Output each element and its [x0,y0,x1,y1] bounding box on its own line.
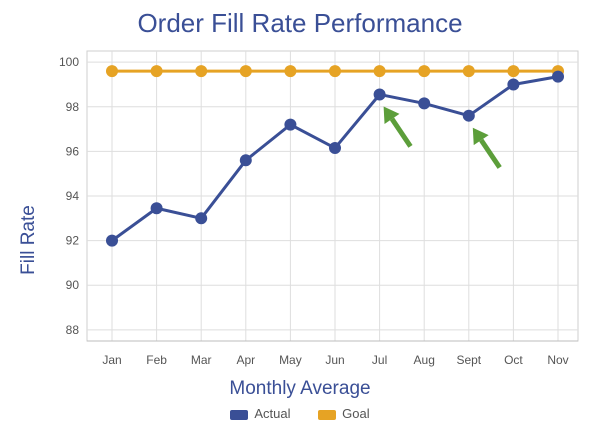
y-tick-label: 94 [66,189,80,203]
chart-legend: Actual Goal [0,406,600,421]
x-tick-label: Jan [102,353,121,367]
data-point-actual [195,212,208,225]
x-tick-label: Jul [372,353,387,367]
legend-item-actual: Actual [230,406,291,421]
data-point-actual [418,97,431,110]
data-point-actual [239,154,252,167]
chart-title: Order Fill Rate Performance [137,8,463,38]
x-tick-label: Apr [236,353,255,367]
y-axis-label: Fill Rate [18,205,39,275]
annotation-arrow-shaft [389,117,413,148]
y-tick-label: 98 [66,100,80,114]
y-tick-label: 90 [66,278,80,292]
data-point-actual [106,234,118,247]
annotation-arrow [472,127,502,169]
x-tick-label: May [279,353,302,367]
y-tick-label: 100 [59,55,79,69]
x-tick-label: Nov [547,353,568,367]
legend-swatch-actual [230,409,249,420]
data-point-actual [284,118,297,131]
data-point-goal [418,65,431,78]
data-point-goal [329,65,341,78]
data-point-actual [552,70,564,83]
y-tick-label: 92 [66,234,80,248]
chart-grid [86,50,579,342]
x-tick-label: Feb [146,353,167,367]
data-point-goal [507,65,520,78]
annotation-arrow-head [383,106,400,124]
data-point-goal [106,65,118,78]
annotation-arrow [383,106,413,148]
data-point-goal [195,65,208,78]
chart-axes: 88 90 92 94 96 98 100 Jan Feb Mar Apr May Jun Jul Aug S… [59,55,578,367]
x-tick-label: Sept [456,353,481,367]
data-point-actual [507,78,520,91]
annotation-arrow-head [472,127,489,146]
chart-annotations [383,106,502,169]
x-tick-label: Oct [504,353,523,367]
x-axis-label: Monthly Average [229,378,371,399]
annotation-arrow-shaft [479,138,502,169]
x-tick-label: Mar [191,353,212,367]
chart-series [106,65,564,247]
data-point-actual [373,88,386,101]
data-point-goal [239,65,252,78]
x-tick-label: Aug [414,353,435,367]
data-point-goal [284,65,297,78]
data-point-goal [373,65,386,78]
data-point-actual [329,142,341,155]
legend-item-goal: Goal [318,406,370,421]
x-tick-label: Jun [325,353,344,367]
y-tick-label: 88 [66,323,80,337]
data-point-actual [150,202,163,215]
legend-label-actual: Actual [254,406,291,421]
legend-swatch-goal [318,409,337,420]
legend-label-goal: Goal [342,406,370,421]
data-point-actual [462,109,475,122]
y-tick-label: 96 [66,144,80,158]
data-point-goal [462,65,475,78]
data-point-goal [150,65,163,78]
